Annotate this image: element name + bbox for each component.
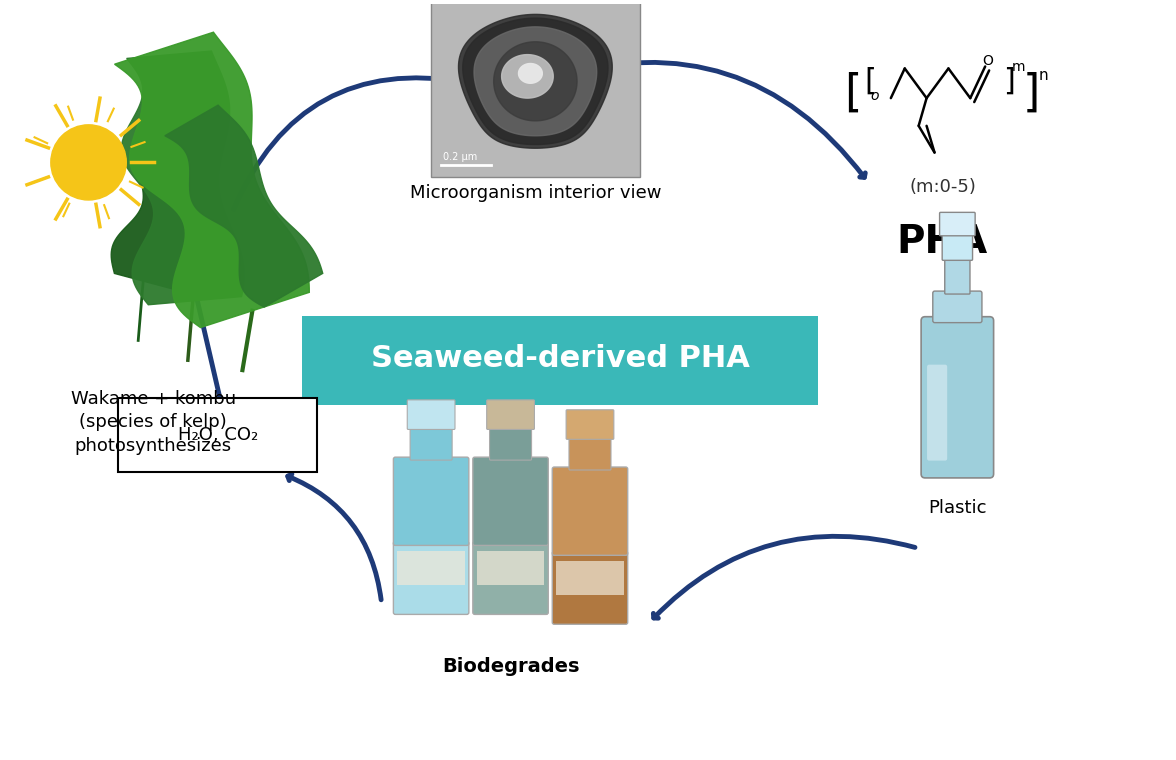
Polygon shape xyxy=(502,55,553,98)
FancyBboxPatch shape xyxy=(553,467,628,556)
Polygon shape xyxy=(112,82,221,290)
Text: o: o xyxy=(870,89,880,103)
FancyBboxPatch shape xyxy=(397,551,465,585)
Text: Biodegrades: Biodegrades xyxy=(442,657,580,676)
FancyBboxPatch shape xyxy=(927,365,947,461)
FancyBboxPatch shape xyxy=(942,231,973,261)
FancyBboxPatch shape xyxy=(921,317,994,478)
FancyBboxPatch shape xyxy=(394,458,469,546)
FancyBboxPatch shape xyxy=(556,561,623,595)
FancyBboxPatch shape xyxy=(302,315,818,405)
FancyBboxPatch shape xyxy=(476,551,544,585)
Text: (m:0-5): (m:0-5) xyxy=(909,178,976,196)
Text: Microorganism interior view: Microorganism interior view xyxy=(409,184,661,202)
FancyBboxPatch shape xyxy=(394,541,469,614)
FancyBboxPatch shape xyxy=(473,458,548,546)
FancyBboxPatch shape xyxy=(569,437,612,470)
FancyBboxPatch shape xyxy=(119,397,318,472)
FancyBboxPatch shape xyxy=(489,427,532,460)
Text: m: m xyxy=(1013,61,1025,74)
FancyBboxPatch shape xyxy=(432,0,640,177)
Text: 0.2 μm: 0.2 μm xyxy=(443,153,477,163)
Text: O: O xyxy=(983,53,994,68)
Polygon shape xyxy=(114,32,309,328)
FancyBboxPatch shape xyxy=(473,541,548,614)
Polygon shape xyxy=(474,27,596,136)
Polygon shape xyxy=(165,105,322,307)
Text: ]: ] xyxy=(1023,71,1041,115)
FancyBboxPatch shape xyxy=(553,551,628,624)
Text: ]: ] xyxy=(1003,67,1015,96)
Polygon shape xyxy=(494,42,577,121)
FancyBboxPatch shape xyxy=(566,410,614,439)
Text: H₂O, CO₂: H₂O, CO₂ xyxy=(178,426,258,444)
Text: Plastic: Plastic xyxy=(928,499,987,517)
FancyBboxPatch shape xyxy=(410,427,452,460)
FancyBboxPatch shape xyxy=(944,258,970,294)
FancyBboxPatch shape xyxy=(407,400,455,429)
Polygon shape xyxy=(121,51,245,305)
Polygon shape xyxy=(463,18,608,144)
Circle shape xyxy=(51,125,126,200)
Text: [: [ xyxy=(864,67,876,96)
Polygon shape xyxy=(519,64,542,84)
Text: Seaweed-derived PHA: Seaweed-derived PHA xyxy=(370,344,749,372)
FancyBboxPatch shape xyxy=(940,212,975,236)
Text: PHA: PHA xyxy=(897,223,988,261)
FancyBboxPatch shape xyxy=(487,400,534,429)
Text: Wakame + kombu
(species of kelp)
photosynthesizes: Wakame + kombu (species of kelp) photosy… xyxy=(71,390,235,455)
Text: n: n xyxy=(1038,68,1049,83)
Polygon shape xyxy=(459,14,613,148)
FancyBboxPatch shape xyxy=(933,291,982,323)
Text: [: [ xyxy=(844,71,862,115)
